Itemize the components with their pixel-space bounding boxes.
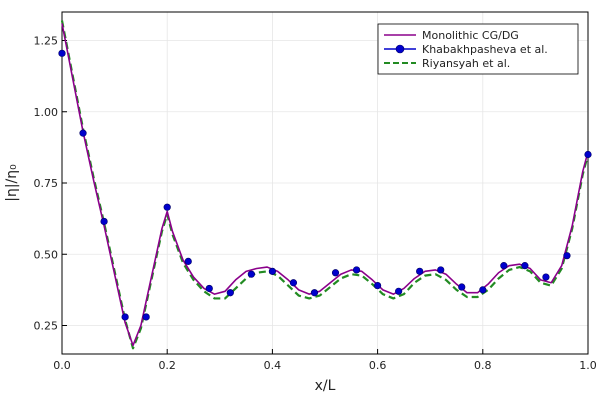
data-point-khabakhpasheva-et-al (458, 283, 466, 291)
data-point-khabakhpasheva-et-al (289, 279, 298, 287)
data-point-khabakhpasheva-et-al (79, 129, 87, 137)
data-point-khabakhpasheva-et-al (563, 252, 571, 260)
x-tick-label: 0.0 (53, 359, 71, 372)
data-point-khabakhpasheva-et-al (247, 270, 255, 278)
data-point-khabakhpasheva-et-al (142, 313, 150, 321)
legend-label-riyansyah: Riyansyah et al. (422, 57, 510, 70)
x-tick-label: 1.0 (579, 359, 597, 372)
data-point-khabakhpasheva-et-al (374, 282, 382, 290)
data-point-khabakhpasheva-et-al (268, 267, 277, 275)
data-point-khabakhpasheva-et-al (437, 266, 445, 274)
legend-label-khabakhpasheva: Khabakhpasheva et al. (422, 43, 548, 56)
data-point-khabakhpasheva-et-al (584, 150, 592, 159)
data-point-khabakhpasheva-et-al (521, 262, 529, 270)
data-point-khabakhpasheva-et-al (479, 286, 487, 294)
y-tick-label: 0.75 (34, 177, 59, 190)
y-tick-label: 0.50 (34, 248, 59, 261)
data-point-khabakhpasheva-et-al (58, 49, 66, 57)
data-point-khabakhpasheva-et-al (121, 313, 129, 321)
x-tick-label: 0.6 (369, 359, 387, 372)
x-tick-label: 0.8 (474, 359, 492, 372)
data-point-khabakhpasheva-et-al (163, 203, 171, 211)
data-point-khabakhpasheva-et-al (416, 267, 424, 275)
series-line-monolithic-cg-dg (61, 23, 589, 347)
x-tick-label: 0.4 (264, 359, 282, 372)
data-point-khabakhpasheva-et-al (100, 217, 108, 226)
data-point-khabakhpasheva-et-al (395, 287, 403, 295)
series-line-khabakhpasheva-et-al (62, 53, 588, 317)
x-axis-label: x/L (315, 378, 336, 394)
data-point-khabakhpasheva-et-al (205, 284, 213, 293)
data-point-khabakhpasheva-et-al (331, 269, 340, 277)
y-tick-label: 1.25 (34, 35, 59, 48)
legend-label-monolithic: Monolithic CG/DG (422, 29, 519, 42)
data-point-khabakhpasheva-et-al (310, 289, 319, 297)
data-point-khabakhpasheva-et-al (352, 266, 361, 274)
y-axis-label: |η|/η₀ (4, 164, 20, 202)
data-point-khabakhpasheva-et-al (500, 262, 508, 270)
y-tick-label: 1.00 (34, 106, 59, 119)
data-point-khabakhpasheva-et-al (542, 273, 550, 281)
data-point-khabakhpasheva-et-al (226, 289, 234, 297)
x-tick-label: 0.2 (158, 359, 176, 372)
series-layer (58, 20, 592, 350)
y-tick-label: 0.25 (34, 320, 59, 333)
axis-ticks: 0.0 0.2 0.4 0.6 0.8 1.0 0.25 0.50 0.75 1.00 1.25 (34, 35, 597, 373)
legend: Monolithic CG/DG Khabakhpasheva et al. R… (377, 23, 579, 75)
data-point-khabakhpasheva-et-al (184, 257, 192, 265)
legend-marker-khabakhpasheva (395, 44, 405, 54)
